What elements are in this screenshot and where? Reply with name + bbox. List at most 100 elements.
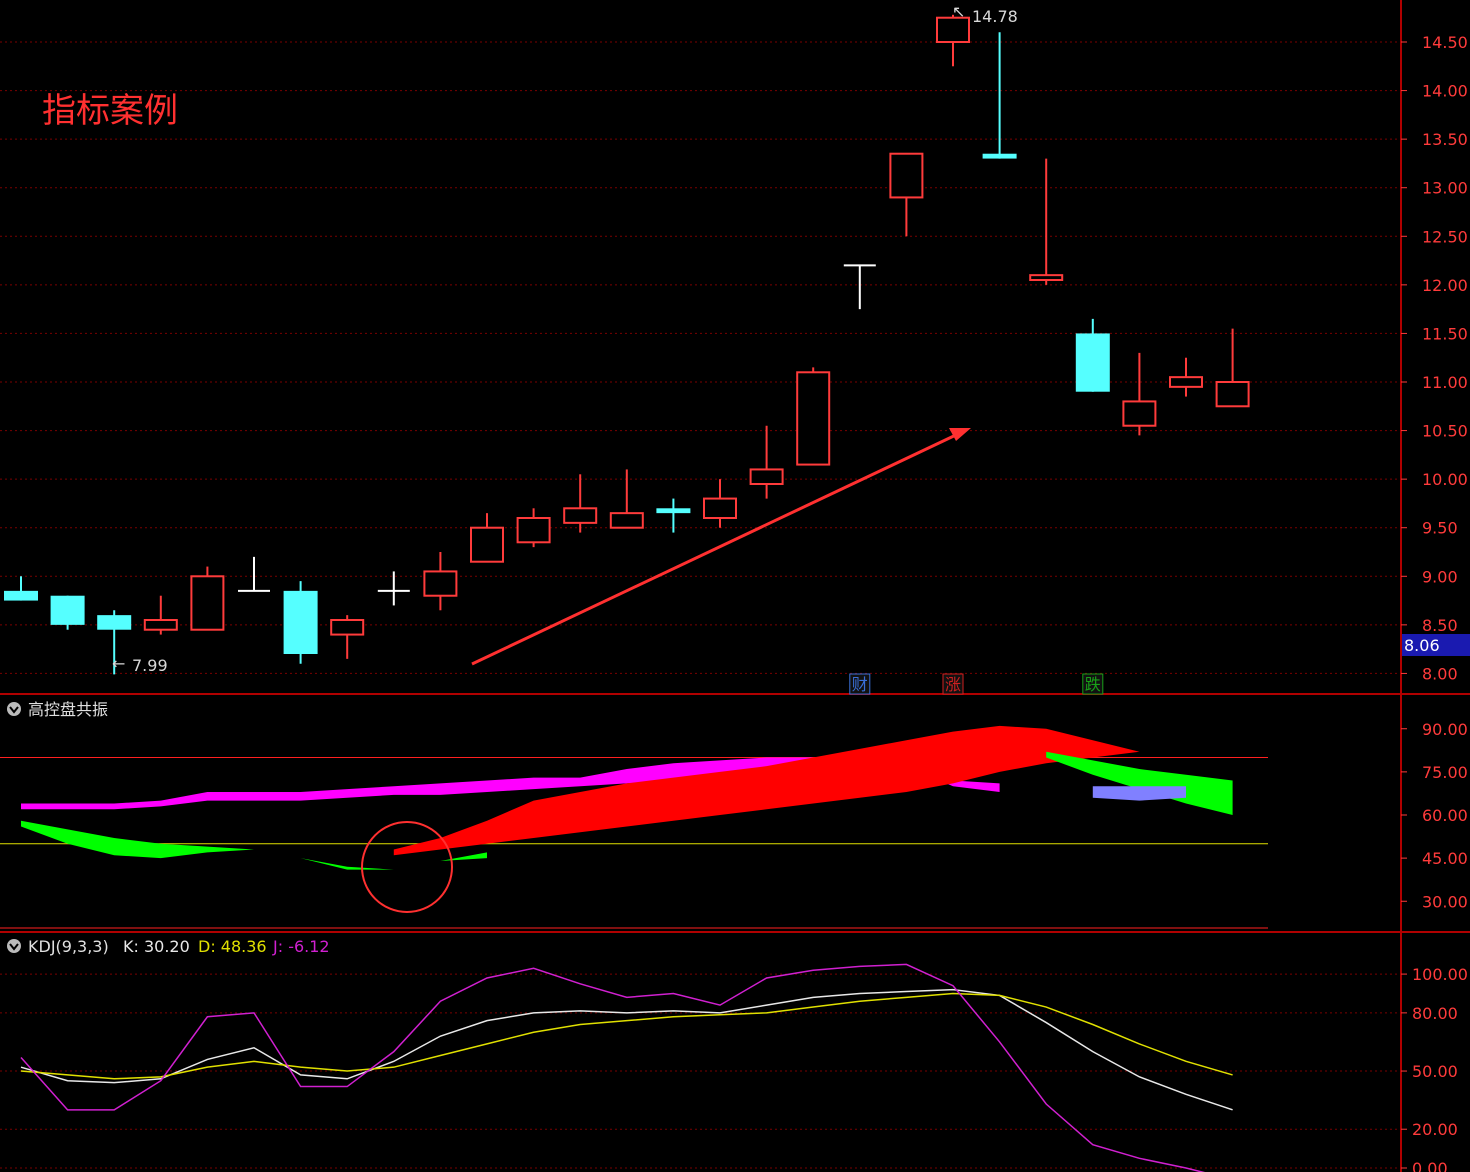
candle-body	[1169, 376, 1203, 388]
price-tick-label: 8.00	[1422, 664, 1458, 683]
candle	[238, 556, 270, 592]
candle-body	[516, 517, 551, 544]
candle-body	[143, 619, 178, 631]
price-tick-label: 9.50	[1422, 519, 1458, 538]
candle	[1122, 352, 1157, 436]
candle	[1215, 328, 1250, 408]
candle	[563, 474, 598, 533]
candle	[423, 552, 458, 611]
candle-body	[656, 508, 691, 514]
current-price-badge: 8.06	[1402, 634, 1470, 656]
high-price-label: 14.78	[972, 7, 1018, 26]
page-title: 指标案例	[42, 91, 178, 131]
kdj-k-value: K: 30.20	[123, 937, 190, 956]
candle	[97, 610, 132, 675]
candle	[936, 14, 970, 67]
candlesticks	[4, 14, 1250, 675]
kdj-j-line	[20, 963, 1206, 1172]
collapse-icon[interactable]	[7, 702, 21, 716]
kdj-k-line	[20, 988, 1233, 1111]
price-tick-label: 11.50	[1422, 324, 1468, 343]
indicator-header: 高控盘共振	[7, 700, 108, 719]
indicator-tick-label: 90.00	[1422, 720, 1468, 739]
candle-body	[50, 595, 85, 625]
candle	[330, 615, 365, 659]
candle	[796, 367, 831, 466]
candle	[982, 32, 1017, 159]
candle-body	[4, 590, 38, 601]
candle-body	[190, 575, 225, 631]
candle	[889, 152, 924, 237]
price-tick-label: 13.00	[1422, 179, 1468, 198]
candle-body	[1075, 333, 1110, 392]
price-tick-label: 8.50	[1422, 616, 1458, 635]
event-badge	[942, 673, 964, 695]
candle	[843, 264, 876, 310]
candle	[1029, 158, 1064, 285]
candle	[656, 498, 691, 533]
kdj-header: KDJ(9,3,3) K: 30.20 D: 48.36 J: -6.12	[7, 937, 330, 956]
event-badge	[849, 673, 871, 695]
candle-body	[609, 512, 644, 529]
event-badge	[1082, 673, 1104, 695]
candle	[1169, 357, 1203, 397]
candle-body	[796, 371, 831, 466]
candle-body	[1029, 274, 1064, 281]
kdj-lines	[20, 963, 1233, 1172]
candle-body	[936, 16, 970, 43]
blue-band	[1092, 786, 1186, 801]
green-band-right	[1046, 751, 1233, 815]
candle-body	[423, 570, 458, 597]
price-axis: 14.50 14.00 13.50 13.00 12.50 12.00 11.50 11.00…	[1401, 33, 1468, 683]
candle	[516, 508, 551, 548]
indicator-tick-label: 60.00	[1422, 806, 1468, 825]
candle-body	[283, 590, 318, 654]
candle	[143, 595, 178, 635]
price-tick-label: 14.50	[1422, 33, 1468, 52]
candle	[703, 479, 737, 528]
kdj-tick-label: 0.00	[1412, 1159, 1448, 1172]
price-tick-label: 9.00	[1422, 567, 1458, 586]
kdj-axis: 100.00 80.00 50.00 20.00 0.00	[1401, 965, 1468, 1172]
candle-body	[749, 468, 784, 485]
red-band	[393, 725, 1140, 856]
kdj-tick-label: 50.00	[1412, 1062, 1458, 1081]
kdj-tick-label: 100.00	[1412, 965, 1468, 984]
low-price-arrow: ←	[112, 654, 125, 673]
low-price-label: 7.99	[132, 656, 168, 675]
indicator-tick-label: 30.00	[1422, 892, 1468, 911]
candle	[50, 595, 85, 630]
high-price-arrow: ↖	[952, 2, 965, 21]
price-tick-label: 12.50	[1422, 227, 1468, 246]
candle-body	[703, 497, 737, 520]
candle-body	[330, 619, 365, 636]
trend-arrow	[471, 428, 971, 666]
candle	[749, 425, 784, 499]
candle-body	[470, 526, 504, 563]
indicator-tick-label: 45.00	[1422, 849, 1468, 868]
kdj-name: KDJ(9,3,3)	[28, 937, 109, 956]
collapse-icon[interactable]	[7, 939, 21, 953]
grid-layer	[0, 41, 1400, 1169]
price-tick-label: 13.50	[1422, 130, 1468, 149]
candle	[1075, 318, 1110, 392]
candle	[283, 581, 318, 664]
price-tick-label: 10.50	[1422, 422, 1468, 441]
candle	[190, 566, 225, 631]
price-tick-label: 10.00	[1422, 470, 1468, 489]
crossover-circle	[361, 821, 453, 913]
event-labels: 财涨跌	[849, 673, 1104, 695]
candle-body	[889, 152, 924, 199]
candle-body	[1215, 381, 1250, 408]
green-band-left	[21, 820, 487, 870]
kdj-j-value: J: -6.12	[272, 937, 330, 956]
indicator-bands	[0, 725, 1268, 929]
event-label: 财	[852, 675, 868, 694]
kdj-d-line	[20, 992, 1233, 1080]
candle-body	[97, 615, 132, 630]
candle	[4, 576, 38, 601]
candle	[470, 513, 504, 563]
event-label: 跌	[1085, 675, 1101, 694]
current-price-label: 8.06	[1404, 636, 1440, 655]
